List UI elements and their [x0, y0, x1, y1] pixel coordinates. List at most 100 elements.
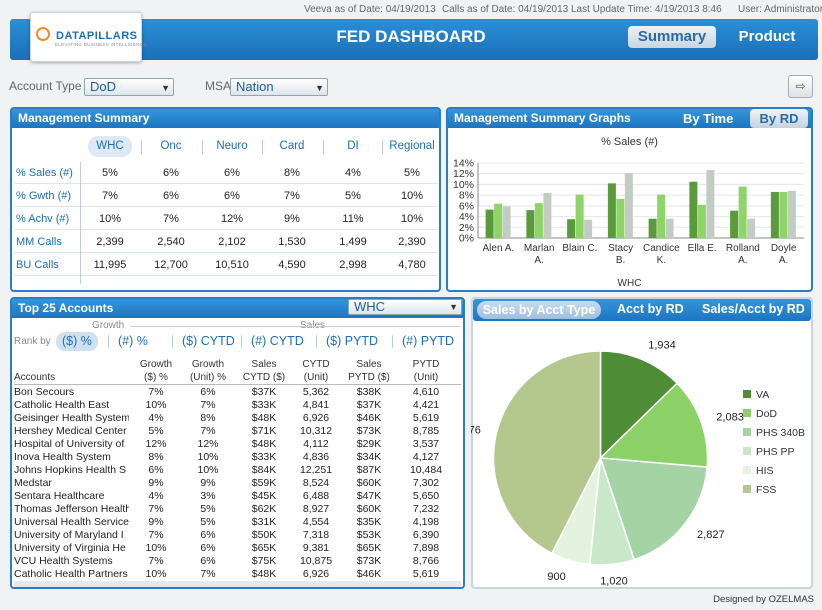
last-update-time: Last Update Time: 4/19/2013 8:46: [571, 4, 722, 15]
cell-value: 10%: [145, 542, 167, 554]
cell-value: 10%: [145, 399, 167, 411]
tab-by-rd[interactable]: By RD: [750, 109, 808, 128]
cell-value: 5,619: [412, 412, 440, 424]
rank-separator: [392, 335, 393, 348]
export-button[interactable]: ⇨: [788, 75, 813, 98]
cell-value: 8,927: [302, 503, 330, 515]
chevron-down-icon: ▼: [449, 302, 458, 312]
sales-pie-chart: 1,934 2,083 2,827 1,020 900 6,476 VA DoD PHS 340…: [471, 340, 805, 588]
cell-value: $71K: [251, 425, 277, 437]
tab-by-time[interactable]: By Time: [683, 111, 734, 126]
rank-option[interactable]: ($) PYTD: [326, 334, 379, 348]
cell-value: 10%: [145, 568, 167, 580]
tab-product[interactable]: Product: [738, 28, 796, 45]
cell-value: 4%: [345, 167, 361, 179]
bar: [575, 194, 584, 238]
chevron-down-icon: ▼: [161, 83, 170, 93]
rank-option[interactable]: ($) %: [56, 332, 98, 351]
column-separator: [262, 140, 263, 154]
cell-value: 4,112: [303, 438, 329, 450]
group-divider: [130, 326, 460, 327]
cell-value: $73K: [356, 425, 382, 437]
cell-value: 6,926: [302, 412, 330, 424]
cell-value: 7%: [102, 190, 118, 202]
cell-value: 12%: [145, 438, 167, 450]
legend-label: HIS: [756, 465, 774, 477]
bar: [706, 169, 715, 238]
msa-select[interactable]: Nation ▼: [230, 78, 328, 96]
cell-value: 4,590: [278, 259, 306, 271]
column-separator: [323, 140, 324, 154]
column-header: CYTD: [302, 359, 330, 370]
cell-value: $46K: [356, 412, 382, 424]
tab-sales-by-acct-type[interactable]: Sales by Acct Type: [477, 301, 601, 319]
cell-value: 4,610: [412, 386, 440, 398]
account-type-select[interactable]: DoD ▼: [84, 78, 174, 96]
cell-value: 4,421: [412, 399, 440, 411]
account-name: Catholic Health East: [14, 399, 110, 411]
growth-group-label: Growth: [92, 320, 125, 331]
column-separator: [202, 140, 203, 154]
cell-value: $37K: [251, 386, 277, 398]
user-label: User: Administrator: [738, 4, 822, 15]
rank-option[interactable]: ($) CYTD: [182, 334, 235, 348]
cell-value: 12,251: [299, 464, 333, 476]
tab-sales-per-acct-by-rd[interactable]: Sales/Acct by RD: [702, 302, 805, 316]
cell-value: 3%: [200, 490, 216, 502]
bar: [747, 218, 756, 238]
cell-value: 7,302: [412, 477, 440, 489]
cell-value: 2,399: [96, 236, 124, 248]
top25-selector[interactable]: WHC ▼: [348, 299, 462, 315]
cell-value: $34K: [356, 451, 382, 463]
row-divider: [14, 206, 438, 207]
pie-slice: [599, 350, 679, 460]
cell-value: 10,484: [409, 464, 443, 476]
legend-swatch: [743, 447, 751, 455]
x-tick-label: Candice: [643, 243, 680, 254]
cell-value: 12%: [197, 438, 219, 450]
cell-value: 6%: [200, 555, 216, 567]
tab-acct-by-rd[interactable]: Acct by RD: [617, 302, 684, 316]
rank-option[interactable]: (#) %: [118, 334, 148, 348]
legend-label: PHS 340B: [756, 427, 805, 439]
y-tick-label: 4%: [459, 211, 474, 223]
cell-value: 6%: [148, 464, 164, 476]
x-tick-label: A.: [534, 255, 543, 266]
cell-value: $75K: [251, 555, 277, 567]
x-tick-label: Stacy: [608, 243, 633, 254]
logo-tagline: ELEVATING BUSINESS INTELLIGENCE: [55, 42, 147, 47]
cell-value: 10,312: [299, 425, 333, 437]
bar: [534, 203, 543, 238]
rank-option[interactable]: (#) PYTD: [402, 334, 455, 348]
cell-value: 6,926: [302, 568, 330, 580]
y-tick-label: 2%: [459, 222, 474, 234]
chevron-down-icon: ▼: [315, 83, 324, 93]
rank-separator: [241, 335, 242, 348]
cell-value: 5,650: [412, 490, 440, 502]
cell-value: 7,232: [412, 503, 440, 515]
rank-separator: [316, 335, 317, 348]
x-tick-label: Blain C.: [562, 243, 597, 254]
row-label: % Sales (#): [16, 167, 73, 179]
cell-value: 6%: [200, 529, 216, 541]
bar: [567, 219, 576, 238]
column-header: PYTD ($): [348, 372, 390, 383]
row-label: BU Calls: [16, 259, 59, 271]
tab-summary[interactable]: Summary: [628, 26, 716, 48]
rank-separator: [108, 335, 109, 348]
cell-value: $45K: [251, 490, 277, 502]
chart-xlabel: WHC: [617, 278, 642, 289]
y-tick-label: 14%: [453, 158, 474, 170]
cell-value: 10%: [98, 213, 122, 225]
pie-slice: [599, 457, 708, 561]
footer-credit: Designed by OZELMAS: [713, 594, 814, 605]
slice-value-label: 2,083: [716, 412, 744, 424]
cell-value: $65K: [356, 542, 382, 554]
sales-bar-chart: 0%2%4%6%8%10%12%14%Alen A. MarlanA.Blain …: [453, 158, 804, 266]
column-header: (Unit): [413, 372, 439, 383]
cell-value: 5%: [102, 167, 118, 179]
rank-option[interactable]: (#) CYTD: [251, 334, 304, 348]
slice-value-label: 900: [547, 571, 565, 583]
account-name: Inova Health System: [14, 451, 111, 463]
cell-value: 8,524: [302, 477, 330, 489]
